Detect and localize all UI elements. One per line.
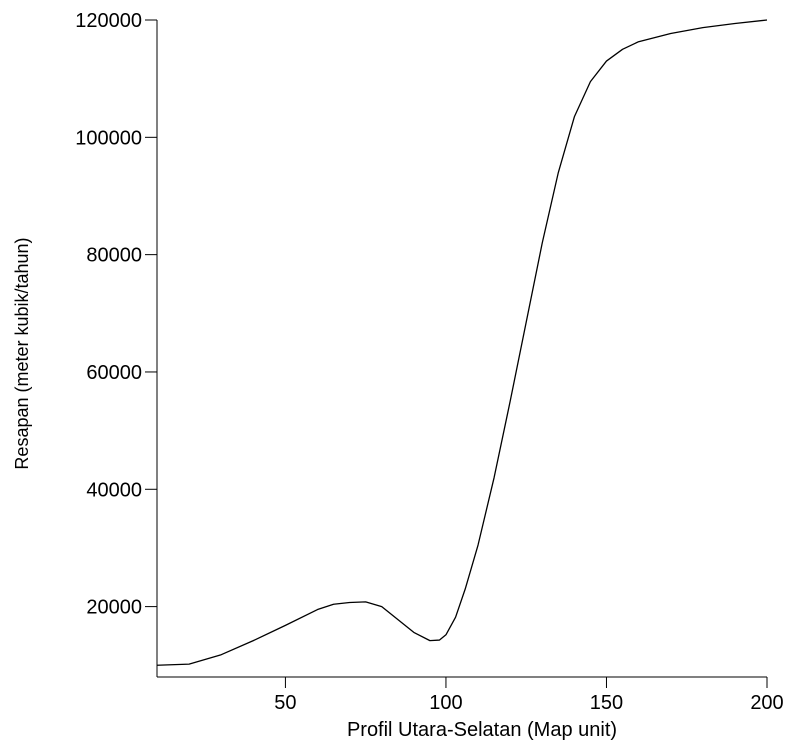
y-tick-label: 100000 — [75, 127, 142, 149]
y-tick-label: 20000 — [86, 597, 142, 619]
y-tick-label: 40000 — [86, 479, 142, 501]
x-axis-title: Profil Utara-Selatan (Map unit) — [347, 719, 617, 741]
series-layer — [156, 19, 768, 666]
x-tick-label: 100 — [429, 692, 462, 714]
y-tick-label: 80000 — [86, 245, 142, 267]
y-axis-title: Resapan (meter kubik/tahun) — [12, 237, 32, 469]
chart-axes: 20000 40000 60000 80000 100000 120000 50 100 150… — [75, 10, 783, 714]
y-tick-label: 120000 — [75, 10, 142, 32]
x-tick-label: 200 — [750, 692, 783, 714]
x-tick-label: 50 — [274, 692, 296, 714]
series-line — [156, 19, 768, 666]
x-tick-label: 150 — [590, 692, 623, 714]
y-tick-label: 60000 — [86, 362, 142, 384]
